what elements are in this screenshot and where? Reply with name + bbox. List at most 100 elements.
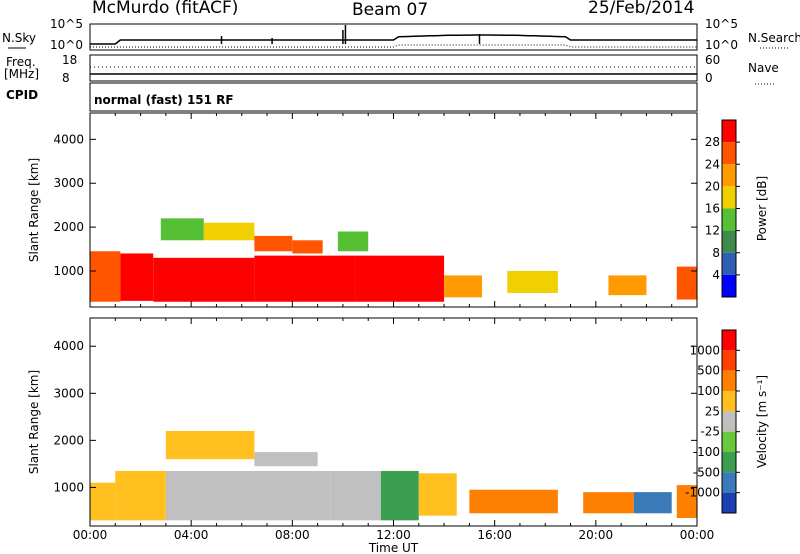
freq-tick: 8 [62, 71, 70, 85]
date-title: 25/Feb/2014 [588, 0, 695, 18]
nsky-label: N.Sky [2, 31, 36, 45]
power-ylabel: Slant Range [km] [27, 158, 41, 262]
velocity-colorbar-tick-label: 1000 [689, 343, 720, 357]
velocity-ytick-label: 1000 [53, 480, 84, 494]
velocity-colorbar-tick-label: -1000 [685, 486, 720, 500]
power-ytick-label: 1000 [53, 264, 84, 278]
velocity-echo-region [469, 489, 558, 514]
power-colorbar-tick-label: 8 [712, 246, 720, 260]
noise-tick-right: 10^0 [705, 38, 738, 52]
velocity-colorbar-segment [722, 492, 736, 513]
power-colorbar-tick-label: 16 [705, 202, 720, 216]
time-tick-label: 04:00 [174, 528, 209, 542]
power-echo-region [254, 235, 293, 252]
power-echo-region [355, 255, 445, 302]
cpid-label: CPID [6, 88, 38, 102]
freq-tick: 18 [62, 53, 77, 67]
velocity-echo-region [418, 473, 457, 516]
velocity-echo-region [330, 470, 381, 521]
velocity-echo-region [583, 492, 634, 514]
power-ytick-label: 3000 [53, 176, 84, 190]
velocity-echo-region [165, 430, 255, 460]
freq-label: [MHz] [4, 67, 39, 81]
noise-tick-left: 10^5 [50, 17, 83, 31]
velocity-colorbar-label: Velocity [m s⁻¹] [755, 375, 769, 468]
power-colorbar-tick-label: 4 [712, 268, 720, 282]
velocity-colorbar-frame [721, 329, 737, 514]
power-echo-region [160, 218, 204, 241]
velocity-echo-region [676, 485, 697, 518]
nsky-trace [90, 34, 697, 45]
power-echo-region [337, 231, 369, 252]
power-colorbar-segment [722, 230, 736, 253]
power-ytick-label: 4000 [53, 132, 84, 146]
nave-tick: 0 [705, 71, 713, 85]
nsearch-label: N.Search [748, 31, 800, 45]
power-echo-region [444, 275, 483, 298]
time-tick-label: 20:00 [579, 528, 614, 542]
velocity-colorbar-segment [722, 370, 736, 391]
power-ytick-label: 2000 [53, 220, 84, 234]
power-echo-region [120, 253, 154, 301]
velocity-ytick-label: 3000 [53, 386, 84, 400]
power-colorbar-segment [722, 252, 736, 275]
cpid-text: normal (fast) 151 RF [94, 93, 234, 107]
velocity-colorbar-tick-label: 500 [697, 364, 720, 378]
freq-panel [89, 54, 698, 82]
power-echo-region [90, 251, 121, 302]
power-colorbar-label: Power [dB] [755, 176, 769, 241]
velocity-colorbar-segment [722, 330, 736, 351]
velocity-colorbar-tick-label: 25 [705, 404, 720, 418]
power-colorbar-tick-label: 20 [705, 179, 720, 193]
time-tick-label: 00:00 [680, 528, 715, 542]
velocity-colorbar-segment [722, 472, 736, 493]
cpid-panel [89, 82, 698, 112]
velocity-echo-region [633, 492, 672, 514]
velocity-ytick-label: 2000 [53, 433, 84, 447]
velocity-echo-region [165, 470, 331, 521]
time-tick-label: 12:00 [376, 528, 411, 542]
velocity-colorbar-tick-label: -500 [693, 465, 720, 479]
velocity-colorbar-segment [722, 350, 736, 371]
velocity-ytick-label: 4000 [53, 339, 84, 353]
nsearch-trace [90, 44, 697, 48]
nave-tick: 60 [705, 53, 720, 67]
power-echo-region [608, 275, 647, 296]
power-colorbar-segment [722, 208, 736, 231]
station-title: McMurdo (fitACF) [92, 0, 239, 18]
velocity-colorbar-tick-label: 100 [697, 384, 720, 398]
noise-panel [89, 23, 698, 51]
velocity-colorbar-tick-label: -25 [700, 425, 720, 439]
time-axis-label: Time UT [368, 541, 419, 554]
freq-label: Freq. [6, 55, 36, 69]
power-colorbar-tick-label: 12 [705, 224, 720, 238]
beam-title: Beam 07 [352, 0, 429, 20]
velocity-echo-region [254, 452, 318, 467]
time-tick-label: 08:00 [275, 528, 310, 542]
velocity-echo-region [380, 470, 419, 521]
nave-label: Nave [748, 61, 779, 75]
time-tick-label: 16:00 [477, 528, 512, 542]
power-colorbar-tick-label: 28 [705, 135, 720, 149]
velocity-colorbar-segment [722, 452, 736, 473]
power-echo-region [292, 240, 323, 254]
power-echo-region [153, 257, 255, 302]
velocity-ylabel: Slant Range [km] [27, 370, 41, 474]
noise-tick-right: 10^5 [705, 17, 738, 31]
power-colorbar-tick-label: 24 [705, 157, 720, 171]
power-colorbar-segment [722, 186, 736, 209]
power-colorbar-segment [722, 120, 736, 143]
velocity-echo-region [90, 482, 116, 521]
power-echo-region [507, 271, 558, 293]
power-echo-region [203, 222, 255, 241]
power-colorbar-segment [722, 164, 736, 187]
velocity-colorbar-segment [722, 431, 736, 452]
time-tick-label: 00:00 [73, 528, 108, 542]
power-echo-region [676, 266, 697, 300]
velocity-colorbar-segment [722, 391, 736, 412]
noise-tick-left: 10^0 [50, 38, 83, 52]
velocity-colorbar-tick-label: -100 [693, 445, 720, 459]
velocity-echo-region [115, 470, 166, 521]
velocity-colorbar-segment [722, 411, 736, 432]
